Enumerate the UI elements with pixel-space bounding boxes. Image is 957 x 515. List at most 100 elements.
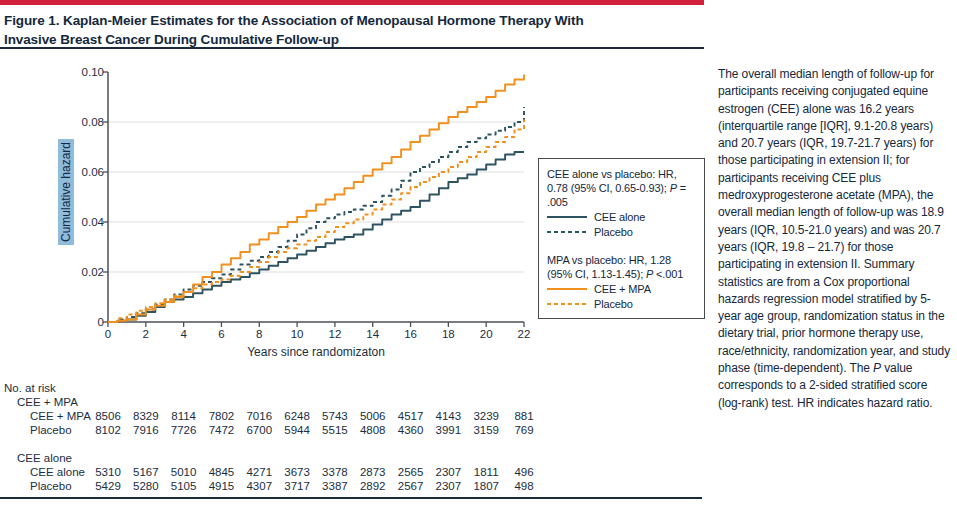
risk-count: 4307 (246, 479, 272, 493)
x-tick-label: 18 (442, 327, 455, 341)
dashed-line-sample (547, 303, 587, 305)
x-tick-label: 8 (256, 327, 262, 341)
risk-count: 498 (514, 479, 533, 493)
risk-count: 4143 (436, 409, 462, 423)
risk-count: 1811 (474, 465, 499, 479)
series-mpa-placebo (108, 120, 524, 323)
y-tick-label: 0.08 (58, 115, 104, 129)
note-text: The overall median length of follow-up f… (718, 67, 950, 375)
x-tick-label: 4 (180, 327, 186, 341)
y-axis-label-text: Cumulative hazard (58, 139, 74, 245)
risk-count: 8329 (133, 409, 159, 423)
legend-stats-text: CEE alone vs placebo: HR, 0.78 (95% CI, … (547, 168, 677, 194)
figure-title: Figure 1. Kaplan-Meier Estimates for the… (4, 11, 626, 49)
risk-count: 4915 (209, 479, 235, 493)
risk-row: Placebo 81027916772674726700594455154808… (0, 423, 720, 437)
x-tick-label: 6 (218, 327, 224, 341)
risk-count: 8102 (95, 423, 121, 437)
risk-row: CEE alone 531051675010484542713673337828… (0, 465, 720, 479)
y-tick-label: 0.04 (58, 215, 104, 229)
risk-count: 2307 (436, 465, 462, 479)
y-axis-label: Cumulative hazard (59, 139, 73, 245)
risk-count: 5944 (284, 423, 310, 437)
series-cee-placebo (108, 107, 524, 322)
legend-item-cee-alone: CEE alone (547, 209, 698, 224)
risk-count: 6700 (246, 423, 272, 437)
risk-count: 3387 (322, 479, 348, 493)
y-tick-label: 0 (58, 315, 104, 329)
risk-group-label-cee-mpa: CEE + MPA (17, 395, 78, 409)
risk-count: 2567 (398, 479, 424, 493)
risk-row-label: CEE + MPA (30, 409, 91, 423)
risk-count: 4845 (209, 465, 235, 479)
risk-count: 3991 (436, 423, 462, 437)
risk-count: 5006 (360, 409, 386, 423)
risk-count: 8506 (95, 409, 121, 423)
legend-gap (547, 239, 698, 253)
risk-count: 7726 (171, 423, 197, 437)
risk-count: 496 (514, 465, 533, 479)
figure-caption-note: The overall median length of follow-up f… (718, 66, 951, 412)
risk-count: 7016 (246, 409, 272, 423)
y-tick-label: 0.02 (58, 265, 104, 279)
risk-count: 6248 (284, 409, 310, 423)
risk-count: 4271 (246, 465, 272, 479)
p-symbol: P (670, 182, 677, 194)
bottom-divider (0, 497, 702, 499)
x-tick-label: 10 (291, 327, 304, 341)
legend: CEE alone vs placebo: HR, 0.78 (95% CI, … (538, 158, 705, 319)
risk-count: 7802 (209, 409, 235, 423)
risk-count: 4517 (398, 409, 424, 423)
legend-item-cee-mpa: CEE + MPA (547, 281, 698, 296)
risk-count: 5743 (322, 409, 348, 423)
risk-count: 5105 (171, 479, 197, 493)
risk-count: 7916 (133, 423, 159, 437)
y-tick-label: 0.10 (58, 65, 104, 79)
risk-count: 3159 (473, 423, 499, 437)
legend-item-label: Placebo (594, 297, 633, 311)
accent-bar (0, 0, 704, 5)
figure-panel: Figure 1. Kaplan-Meier Estimates for the… (0, 0, 957, 515)
risk-count: 3378 (322, 465, 348, 479)
series-cee-alone (108, 152, 524, 322)
risk-count: 4360 (398, 423, 424, 437)
legend-item-label: Placebo (594, 225, 633, 239)
risk-count: 8114 (171, 409, 196, 423)
legend-item-label: CEE + MPA (594, 282, 651, 296)
risk-count: 4808 (360, 423, 386, 437)
risk-count: 1807 (473, 479, 499, 493)
risk-row: CEE + MPA 8506 8329 8114 7802 7016 6248 5743 50… (0, 409, 720, 423)
risk-group-label-cee-alone: CEE alone (17, 451, 72, 465)
legend-item-cee-placebo: Placebo (547, 224, 698, 239)
risk-row-label: Placebo (30, 423, 72, 437)
risk-count: 2565 (398, 465, 424, 479)
x-tick-label: 16 (404, 327, 417, 341)
legend-stats-mpa: MPA vs placebo: HR, 1.28 (95% CI, 1.13-1… (547, 253, 698, 281)
risk-count: 5010 (171, 465, 197, 479)
risk-count: 5515 (322, 423, 348, 437)
risk-count: 769 (514, 423, 533, 437)
risk-count: 3239 (473, 409, 499, 423)
risk-row-label: CEE alone (30, 465, 85, 479)
risk-count: 2892 (360, 479, 386, 493)
legend-item-mpa-placebo: Placebo (547, 296, 698, 311)
risk-count: 2873 (360, 465, 386, 479)
x-tick-label: 0 (105, 327, 111, 341)
risk-count: 5280 (133, 479, 159, 493)
risk-count: 881 (514, 409, 533, 423)
risk-count: 5167 (133, 465, 159, 479)
risk-count: 5429 (95, 479, 121, 493)
x-tick-label: 12 (329, 327, 342, 341)
x-tick-label: 2 (143, 327, 149, 341)
dashed-line-sample (547, 231, 587, 233)
p-symbol: P (873, 361, 881, 375)
legend-stats-cee: CEE alone vs placebo: HR, 0.78 (95% CI, … (547, 167, 698, 209)
risk-count: 3717 (284, 479, 310, 493)
x-axis-label: Years since randomizaton (247, 345, 385, 359)
series-cee-mpa (108, 75, 524, 323)
x-tick-label: 20 (480, 327, 493, 341)
risk-count: 2307 (436, 479, 462, 493)
y-tick-label: 0.06 (58, 165, 104, 179)
legend-stats-text: <.001 (653, 268, 683, 280)
km-plot (90, 60, 534, 346)
